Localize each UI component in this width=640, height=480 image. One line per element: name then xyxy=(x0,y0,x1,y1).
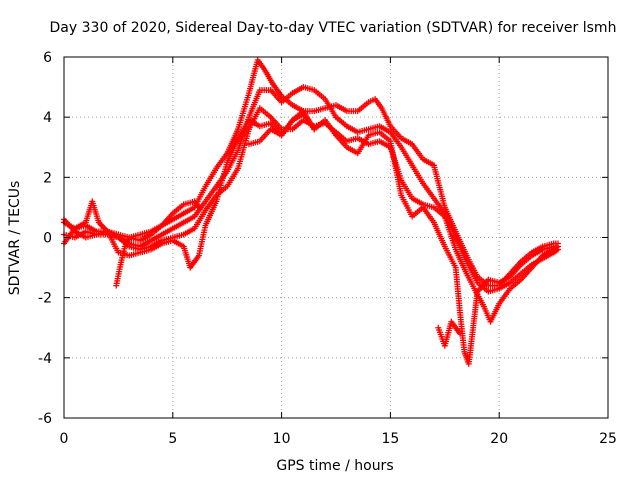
x-tick-label: 5 xyxy=(168,431,177,447)
x-tick-label: 0 xyxy=(60,431,69,447)
x-tick-label: 15 xyxy=(381,431,399,447)
series-trace-6 xyxy=(245,108,318,148)
y-tick-label: 4 xyxy=(43,110,52,126)
x-tick-label: 10 xyxy=(273,431,291,447)
chart-title: Day 330 of 2020, Sidereal Day-to-day VTE… xyxy=(50,20,617,36)
y-tick-label: 2 xyxy=(43,170,52,186)
data-point xyxy=(311,126,318,133)
series-trace-7 xyxy=(435,318,464,349)
series-trace-4 xyxy=(61,111,557,367)
series-layer xyxy=(61,57,561,367)
x-tick-label: 20 xyxy=(490,431,508,447)
series-trace-5 xyxy=(113,198,202,289)
series-trace-3 xyxy=(61,105,561,325)
x-tick-label: 25 xyxy=(599,431,617,447)
data-point xyxy=(195,204,202,211)
y-axis-label: SDTVAR / TECUs xyxy=(7,181,23,296)
x-axis-label: GPS time / hours xyxy=(276,458,393,474)
y-tick-label: -4 xyxy=(38,351,52,367)
data-point xyxy=(457,330,464,337)
tick-layer: 0 5 10 15 20 25 -6 -4 -2 0 2 4 6 xyxy=(38,50,617,447)
y-tick-label: -6 xyxy=(38,411,52,427)
y-tick-label: -2 xyxy=(38,291,52,307)
data-point xyxy=(550,243,557,250)
y-tick-label: 0 xyxy=(43,231,52,247)
y-tick-label: 6 xyxy=(43,50,52,66)
